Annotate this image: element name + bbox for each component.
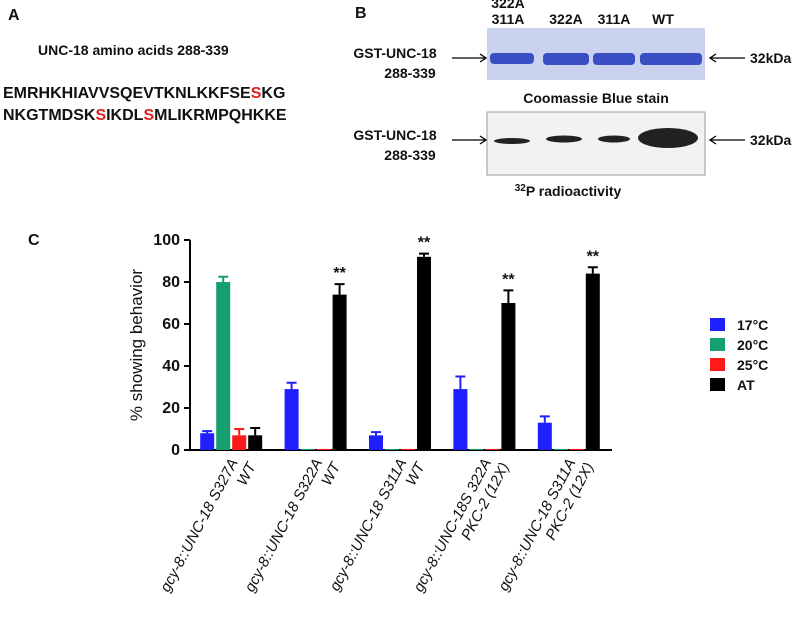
error-bar — [371, 431, 381, 436]
bar — [332, 294, 347, 450]
y-tick-label: 80 — [162, 274, 180, 291]
protein-range: 288-339 — [384, 65, 436, 81]
bar — [369, 435, 383, 450]
bar — [385, 448, 399, 450]
residue-run: IKDL — [106, 107, 144, 124]
legend-swatch — [710, 318, 725, 331]
error-bar — [587, 266, 598, 274]
bar — [569, 448, 584, 450]
error-bar — [419, 252, 429, 257]
panel-label: A — [8, 7, 20, 24]
coomassie-bands — [490, 53, 702, 65]
bar — [232, 435, 247, 450]
bar — [553, 448, 568, 450]
panel-label: B — [355, 5, 367, 22]
size-marker: 32kDa — [750, 132, 791, 148]
radio-text: P radioactivity — [526, 183, 622, 199]
bar — [537, 422, 552, 450]
bar — [300, 448, 315, 450]
x-tick-label: gcy-8::UNC-18 S327A — [157, 456, 242, 595]
error-bar — [539, 415, 550, 423]
error-bar — [250, 426, 261, 436]
bar — [453, 389, 468, 450]
y-tick-label: 0 — [171, 442, 180, 459]
bar — [248, 435, 263, 450]
error-bar — [503, 289, 514, 303]
significance-label: ** — [502, 271, 515, 288]
sequence-line: EMRHKHIAVVSQEVTKNLKKFSESKG — [3, 85, 285, 102]
highlighted-residue: S — [251, 85, 262, 102]
superscript: 32 — [515, 183, 527, 194]
protein-name: GST-UNC-18 — [353, 127, 436, 143]
bar — [316, 448, 331, 450]
lane-label: 322A — [549, 11, 582, 27]
highlighted-residue: S — [95, 107, 106, 124]
lane-label: 311A — [598, 11, 631, 27]
y-axis-label: % showing behavior — [127, 269, 146, 421]
panel-label: C — [28, 232, 40, 249]
legend-label: 25°C — [737, 357, 768, 373]
bar — [469, 448, 484, 450]
y-tick-label: 60 — [162, 316, 180, 333]
significance-label: ** — [587, 248, 600, 265]
radio-bands — [494, 128, 698, 148]
legend-label: AT — [737, 377, 755, 393]
residue-run: MLIKRMPQHKKE — [154, 107, 287, 124]
residue-run: NKGTMDSK — [3, 107, 96, 124]
legend-label: 17°C — [737, 317, 768, 333]
residue-run: EMRHKHIAVVSQEVTKNLKKFSE — [3, 85, 251, 102]
highlighted-residue: S — [143, 107, 154, 124]
residue-run: KG — [261, 85, 285, 102]
y-tick-label: 100 — [153, 232, 180, 249]
bar — [200, 433, 215, 450]
panel-a-title: UNC-18 amino acids 288-339 — [38, 42, 229, 58]
y-tick-label: 20 — [162, 400, 180, 417]
legend-swatch — [710, 338, 725, 351]
bar — [216, 282, 231, 450]
lane-label: 311A — [492, 11, 525, 27]
legend-swatch — [710, 378, 725, 391]
protein-range: 288-339 — [384, 147, 436, 163]
bar — [501, 303, 516, 450]
significance-label: ** — [418, 235, 431, 252]
bar — [485, 448, 500, 450]
error-bar — [234, 428, 245, 436]
bar — [284, 389, 299, 450]
error-bar — [202, 430, 213, 434]
error-bar — [455, 375, 466, 390]
lane-label: 322A — [491, 0, 524, 11]
lane-label: WT — [652, 11, 674, 27]
size-marker: 32kDa — [750, 50, 791, 66]
error-bar — [334, 283, 345, 295]
radio-label: 32P radioactivity — [515, 183, 622, 199]
arrows — [452, 53, 745, 145]
error-bar — [286, 381, 297, 390]
error-bar — [218, 275, 229, 282]
legend-label: 20°C — [737, 337, 768, 353]
bar — [417, 256, 431, 450]
significance-label: ** — [333, 265, 346, 282]
protein-name: GST-UNC-18 — [353, 45, 436, 61]
bar — [401, 448, 415, 450]
sequence-line: NKGTMDSKSIKDLSMLIKRMPQHKKE — [3, 107, 287, 124]
legend-swatch — [710, 358, 725, 371]
y-tick-label: 40 — [162, 358, 180, 375]
bar — [585, 273, 600, 450]
stain-label: Coomassie Blue stain — [523, 90, 669, 106]
